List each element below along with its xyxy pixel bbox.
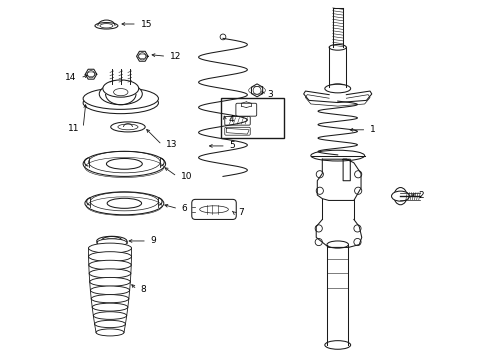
Text: 7: 7 <box>238 208 244 217</box>
Ellipse shape <box>324 84 350 93</box>
Text: 15: 15 <box>140 19 152 28</box>
Ellipse shape <box>89 260 131 270</box>
Ellipse shape <box>88 252 131 261</box>
Ellipse shape <box>89 269 131 278</box>
FancyBboxPatch shape <box>191 199 236 220</box>
Ellipse shape <box>83 92 158 114</box>
Ellipse shape <box>90 286 129 294</box>
Ellipse shape <box>94 320 125 328</box>
Ellipse shape <box>93 312 126 319</box>
Ellipse shape <box>393 188 406 205</box>
Text: 6: 6 <box>182 204 187 213</box>
Ellipse shape <box>106 158 142 169</box>
Ellipse shape <box>97 239 126 247</box>
Ellipse shape <box>83 151 165 176</box>
Text: 4: 4 <box>228 114 234 123</box>
Ellipse shape <box>89 278 130 286</box>
FancyBboxPatch shape <box>224 117 250 125</box>
Ellipse shape <box>88 243 131 253</box>
Ellipse shape <box>326 241 348 248</box>
Ellipse shape <box>324 341 350 349</box>
Ellipse shape <box>83 88 158 109</box>
Ellipse shape <box>110 122 145 132</box>
Text: 5: 5 <box>229 141 235 150</box>
FancyBboxPatch shape <box>224 127 250 135</box>
Text: 14: 14 <box>65 73 77 82</box>
FancyBboxPatch shape <box>235 103 256 116</box>
Ellipse shape <box>102 80 139 97</box>
Text: 8: 8 <box>140 285 146 294</box>
Text: 11: 11 <box>68 123 80 132</box>
Ellipse shape <box>99 83 142 105</box>
Text: 13: 13 <box>165 140 177 149</box>
Ellipse shape <box>328 84 346 90</box>
Text: 1: 1 <box>369 125 375 134</box>
Ellipse shape <box>97 236 126 246</box>
Text: 2: 2 <box>418 190 423 199</box>
Ellipse shape <box>391 191 408 201</box>
Ellipse shape <box>96 329 124 336</box>
Ellipse shape <box>328 44 346 50</box>
Text: 10: 10 <box>180 172 192 181</box>
Text: 9: 9 <box>150 237 156 246</box>
Ellipse shape <box>85 192 163 215</box>
Text: 12: 12 <box>169 52 181 61</box>
Ellipse shape <box>95 23 118 29</box>
Ellipse shape <box>92 303 127 311</box>
Bar <box>221 98 284 138</box>
Ellipse shape <box>91 294 128 303</box>
Text: 3: 3 <box>266 90 272 99</box>
Ellipse shape <box>107 198 142 208</box>
Ellipse shape <box>310 150 364 161</box>
